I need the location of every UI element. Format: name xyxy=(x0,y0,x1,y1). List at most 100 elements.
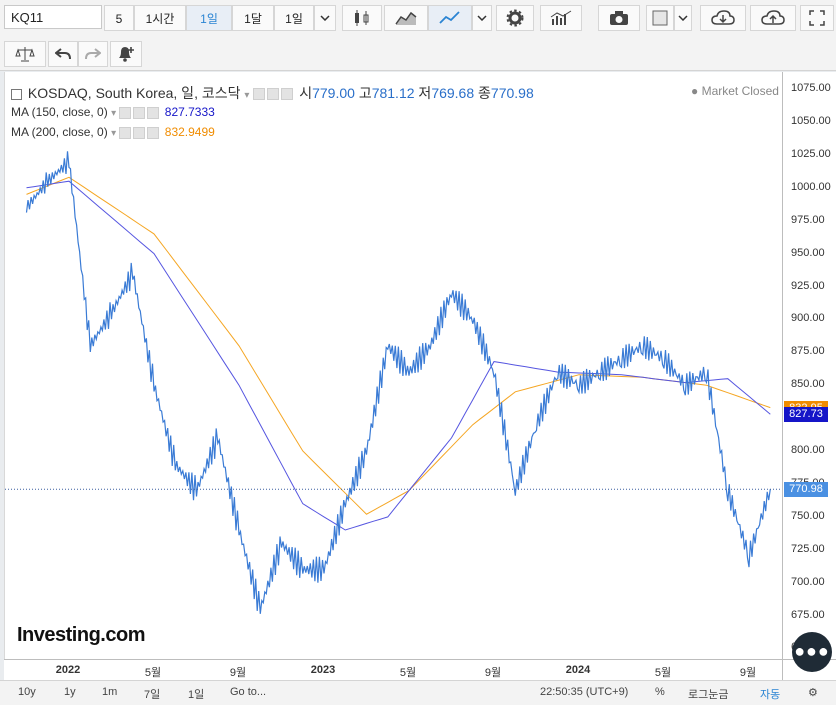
load-button[interactable] xyxy=(700,5,746,31)
camera-icon xyxy=(610,11,628,25)
symbol-input[interactable]: KQ11 xyxy=(4,5,102,29)
investing-logo: Investing.com xyxy=(17,624,145,647)
time-axis[interactable]: 2022 5월 9월 2023 5월 9월 2024 5월 9월 xyxy=(4,659,782,680)
range-10y[interactable]: 10y xyxy=(18,686,36,698)
color-swatch-icon xyxy=(652,10,668,26)
interval-5[interactable]: 5 xyxy=(104,5,134,31)
collapse-icon[interactable] xyxy=(11,88,22,100)
eye-icon[interactable] xyxy=(119,106,132,119)
y-tick-label: 950.00 xyxy=(791,246,825,259)
low-label: 저 xyxy=(418,85,432,101)
axis-settings-icon[interactable]: ⚙ xyxy=(808,687,818,699)
screenshot-button[interactable] xyxy=(598,5,640,31)
eye-icon[interactable] xyxy=(253,88,266,101)
y-tick-label: 1075.00 xyxy=(791,82,831,95)
y-tick-label: 975.00 xyxy=(791,213,825,226)
interval-1mo[interactable]: 1달 xyxy=(232,5,274,31)
legend-title: KOSDAQ, South Korea, 일, 코스닥 xyxy=(27,85,241,101)
interval-1h[interactable]: 1시간 xyxy=(134,5,186,31)
last-price-tag: 770.98 xyxy=(784,482,828,498)
high-label: 고 xyxy=(358,85,372,101)
y-tick-label: 900.00 xyxy=(791,312,825,325)
high-value: 781.12 xyxy=(371,85,415,101)
eye-icon[interactable] xyxy=(119,126,132,139)
cloud-download-icon xyxy=(711,10,735,25)
drawing-toolbar xyxy=(0,36,836,71)
indicators-icon xyxy=(550,10,572,25)
x-tick-label: 9월 xyxy=(739,667,757,679)
y-tick-label: 925.00 xyxy=(791,279,825,292)
y-tick-label: 850.00 xyxy=(791,378,825,391)
interval-1d[interactable]: 1일 xyxy=(186,5,232,31)
line-chart-button[interactable] xyxy=(428,5,472,31)
x-tick-label: 9월 xyxy=(229,667,247,679)
gear-icon xyxy=(506,9,524,27)
auto-scale-toggle[interactable]: 자동 xyxy=(760,689,781,701)
chevron-down-icon[interactable]: ▾ xyxy=(111,128,117,139)
price-axis[interactable]: 650.00675.00700.00725.00750.00775.00800.… xyxy=(782,72,836,659)
chart-pane[interactable]: KOSDAQ, South Korea, 일, 코스닥 ▾ 시779.00 고7… xyxy=(4,72,783,659)
ma150-price-tag: 827.73 xyxy=(784,407,828,423)
main-legend: KOSDAQ, South Korea, 일, 코스닥 ▾ 시779.00 고7… xyxy=(11,83,534,103)
chart-type-dropdown[interactable] xyxy=(472,5,492,31)
chevron-down-icon[interactable]: ▾ xyxy=(111,108,117,119)
chevron-down-icon[interactable]: ▾ xyxy=(244,90,250,101)
open-value: 779.00 xyxy=(312,85,355,101)
y-tick-label: 700.00 xyxy=(791,575,825,588)
percent-toggle[interactable]: % xyxy=(655,686,665,698)
x-tick-label: 5월 xyxy=(144,667,162,679)
y-tick-label: 875.00 xyxy=(791,345,825,358)
x-tick-label: 2023 xyxy=(310,664,336,676)
redo-button[interactable] xyxy=(78,41,108,67)
fullscreen-icon xyxy=(809,10,825,26)
more-options-button[interactable]: ●●● xyxy=(792,632,832,672)
redo-icon xyxy=(85,48,101,60)
range-1y[interactable]: 1y xyxy=(64,686,76,698)
close-icon[interactable] xyxy=(281,88,294,101)
top-toolbar: KQ11 5 1시간 1일 1달 1일 xyxy=(0,0,836,37)
x-tick-label: 2024 xyxy=(565,664,591,676)
compare-button[interactable] xyxy=(4,41,46,67)
area-chart-icon xyxy=(395,11,417,25)
range-7d[interactable]: 7일 xyxy=(144,689,161,701)
clock: 22:50:35 (UTC+9) xyxy=(540,686,629,698)
color-dropdown[interactable] xyxy=(674,5,692,31)
y-tick-label: 800.00 xyxy=(791,444,825,457)
bottom-bar: 10y 1y 1m 7일 1일 Go to... 22:50:35 (UTC+9… xyxy=(0,680,836,705)
undo-button[interactable] xyxy=(48,41,78,67)
study-label: MA (200, close, 0) xyxy=(11,125,108,139)
color-button[interactable] xyxy=(646,5,674,31)
fullscreen-button[interactable] xyxy=(800,5,834,31)
chevron-down-icon xyxy=(477,15,487,21)
gear-icon[interactable] xyxy=(133,106,146,119)
study-value: 827.7333 xyxy=(164,105,215,119)
gear-icon[interactable] xyxy=(133,126,146,139)
y-tick-label: 1000.00 xyxy=(791,180,831,193)
bell-plus-icon xyxy=(119,47,134,62)
save-button[interactable] xyxy=(750,5,796,31)
alert-button[interactable] xyxy=(110,41,142,67)
range-1m[interactable]: 1m xyxy=(102,686,118,698)
close-icon[interactable] xyxy=(147,106,160,119)
settings-button[interactable] xyxy=(496,5,534,31)
chevron-down-icon xyxy=(320,15,330,21)
open-label: 시 xyxy=(299,85,313,101)
y-tick-label: 750.00 xyxy=(791,509,825,522)
price-plot[interactable] xyxy=(5,72,783,659)
indicators-button[interactable] xyxy=(540,5,582,31)
gear-icon[interactable] xyxy=(267,88,280,101)
interval-1d-alt[interactable]: 1일 xyxy=(274,5,314,31)
range-1d[interactable]: 1일 xyxy=(188,689,205,701)
ma200-series-line xyxy=(26,176,771,515)
interval-dropdown[interactable] xyxy=(314,5,336,31)
area-chart-button[interactable] xyxy=(384,5,428,31)
close-icon[interactable] xyxy=(147,126,160,139)
study-ma200: MA (200, close, 0) ▾ 832.9499 xyxy=(11,125,215,139)
candles-button[interactable] xyxy=(342,5,382,31)
y-tick-label: 725.00 xyxy=(791,542,825,555)
study-value: 832.9499 xyxy=(164,125,215,139)
scale-icon xyxy=(15,47,35,62)
line-chart-icon xyxy=(439,11,460,24)
log-scale-toggle[interactable]: 로그눈금 xyxy=(688,689,729,701)
goto-button[interactable]: Go to... xyxy=(230,686,267,698)
